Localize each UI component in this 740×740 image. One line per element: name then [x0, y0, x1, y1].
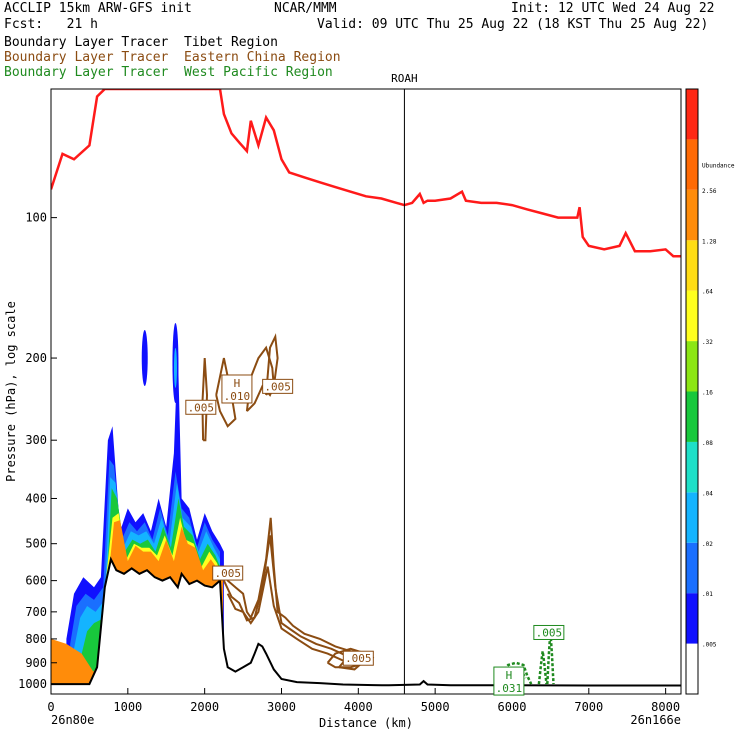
x-axis-title: Distance (km): [319, 716, 413, 730]
colorbar-swatch-6: [686, 341, 698, 392]
colorbar-label: .005: [702, 642, 717, 649]
legend-west-pacific: Boundary Layer Tracer West Pacific Regio…: [4, 65, 333, 80]
contour-label-value: .005: [345, 652, 372, 665]
x-tick-label: 1000: [113, 700, 142, 714]
colorbar-swatch-1: [686, 593, 698, 644]
colorbar-swatch-3: [686, 492, 698, 543]
colorbar-label: .16: [702, 390, 713, 397]
contour-label-value: .010: [224, 390, 251, 403]
x-tick-label: 5000: [421, 700, 450, 714]
x-tick-label: 8000: [651, 700, 680, 714]
eastern-china-contour-5: [245, 345, 275, 412]
tropopause-line: [51, 89, 681, 258]
x-tick-label: 0: [47, 700, 54, 714]
contour-label-value: .005: [214, 567, 241, 580]
legend-eastern-china: Boundary Layer Tracer Eastern China Regi…: [4, 50, 341, 65]
eastern-china-contour-0: [222, 517, 375, 660]
tracer-plume-1: [141, 330, 148, 387]
contour-high-marker: H: [506, 669, 513, 682]
colorbar-label: .32: [702, 339, 713, 346]
colorbar-swatch-2: [686, 542, 698, 594]
x-tick-label: 2000: [190, 700, 219, 714]
eastern-china-contour-1: [222, 535, 367, 660]
colorbar: .005 .01 .02 .04 .08 .16 .32 .64 1.28 2.56 Ubundan…: [685, 88, 735, 695]
y-tick-label: 100: [25, 211, 47, 225]
y-tick-label: 300: [25, 433, 47, 447]
y-tick-label: 800: [25, 632, 47, 646]
y-tick-label: 500: [25, 537, 47, 551]
contour-label-box-3: [212, 565, 244, 581]
terrain-line: [51, 556, 681, 687]
colorbar-label: .01: [702, 591, 713, 598]
colorbar-label: 2.56: [702, 188, 717, 195]
forecast-hour: Fcst: 21 h: [4, 17, 98, 32]
contour-label-box-4: [342, 650, 374, 666]
tracer-contours: [201, 333, 555, 685]
terrain-mask: [51, 559, 681, 694]
x-tick-label: 6000: [498, 700, 527, 714]
colorbar-swatch-10: [686, 139, 698, 190]
x-tick-label: 4000: [344, 700, 373, 714]
y-tick-label: 200: [25, 351, 47, 365]
colorbar-frame: [685, 88, 699, 695]
model-title: ACCLIP 15km ARW-GFS init: [4, 1, 192, 16]
contour-label-box-1: [221, 374, 253, 404]
terrain: [51, 556, 681, 694]
west-pacific-contour-2: [537, 651, 548, 685]
colorbar-swatch-8: [686, 240, 698, 291]
colorbar-swatch-9: [686, 189, 698, 241]
colorbar-label: Ubundance: [702, 163, 735, 170]
y-tick-label: 1000: [18, 677, 47, 691]
y-tick-label: 400: [25, 491, 47, 505]
axes: 0 1000 2000 3000 4000 5000 6000 7000 80001002003…: [4, 211, 681, 730]
eastern-china-contour-2: [226, 566, 359, 664]
x-tick-label: 7000: [574, 700, 603, 714]
y-axis-title: Pressure (hPa), log scale: [4, 301, 18, 482]
y-tick-label: 600: [25, 574, 47, 588]
station-marker: ROAH: [391, 72, 418, 694]
x-start-location: 26n80e: [51, 713, 94, 727]
eastern-china-contour-4: [215, 357, 237, 428]
colorbar-swatch-4: [686, 441, 698, 493]
plot-frame: [50, 88, 682, 695]
contour-label-box-0: [185, 399, 217, 415]
org-label: NCAR/MMM: [274, 1, 337, 16]
eastern-china-contour-3: [201, 358, 209, 442]
colorbar-label: .02: [702, 541, 713, 548]
colorbar-label: .04: [702, 490, 713, 497]
contour-label-value: .005: [188, 401, 215, 414]
legend-tibet: Boundary Layer Tracer Tibet Region: [4, 35, 278, 50]
contour-high-marker: H: [234, 377, 241, 390]
contour-label-box-2: [262, 378, 294, 394]
valid-time: Valid: 09 UTC Thu 25 Aug 22 (18 KST Thu …: [317, 17, 709, 32]
colorbar-swatch-11: [686, 89, 698, 140]
colorbar-swatch-0: [686, 643, 698, 694]
contour-label-value: .031: [496, 682, 523, 695]
tropopause: [51, 89, 681, 258]
x-end-location: 26n166e: [630, 713, 681, 727]
station-label: ROAH: [391, 72, 418, 85]
x-tick-label: 3000: [267, 700, 296, 714]
tracer-plume-3: [173, 347, 177, 388]
colorbar-swatch-7: [686, 290, 698, 342]
contour-label-value: .005: [264, 380, 291, 393]
colorbar-label: .08: [702, 440, 713, 447]
contour-label-box-6: [533, 624, 565, 640]
y-tick-label: 900: [25, 656, 47, 670]
colorbar-swatch-5: [686, 391, 698, 442]
init-time: Init: 12 UTC Wed 24 Aug 22: [511, 1, 715, 16]
colorbar-label: 1.28: [702, 238, 717, 245]
contour-label-value: .005: [536, 626, 563, 639]
colorbar-label: .64: [702, 289, 713, 296]
y-tick-label: 700: [25, 605, 47, 619]
contour-label-box-5: [493, 666, 525, 696]
